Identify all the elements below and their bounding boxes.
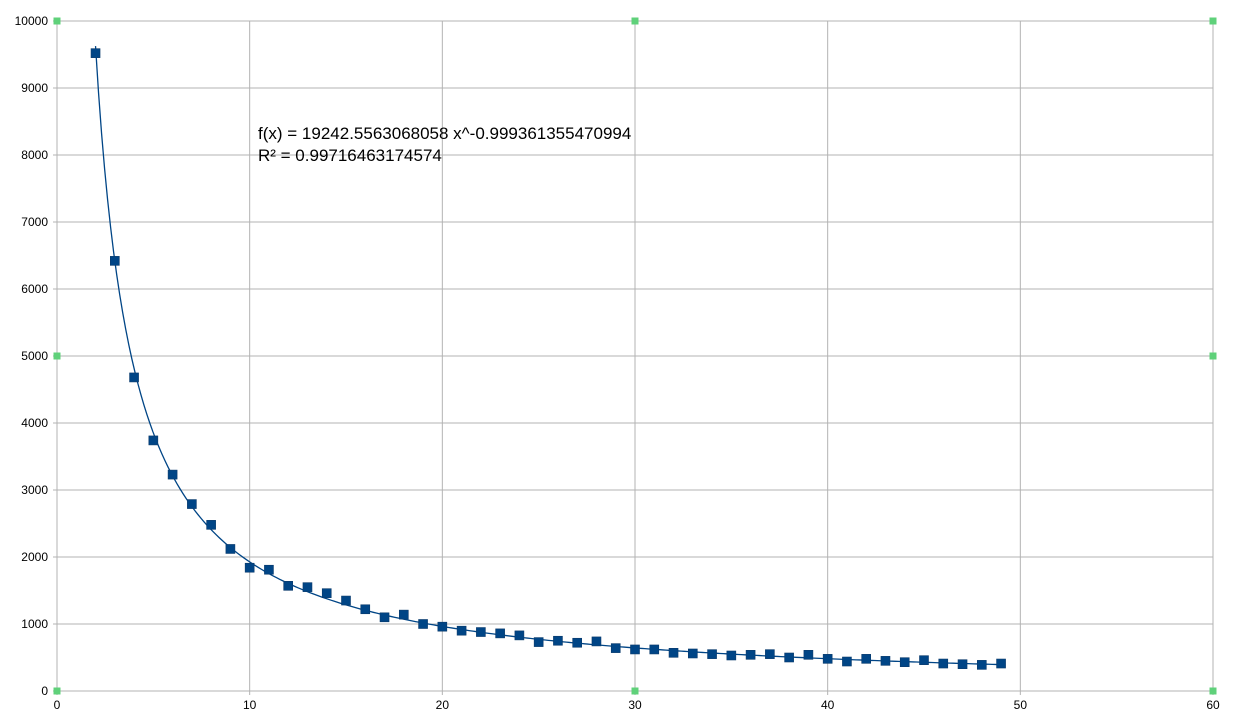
data-point — [129, 372, 139, 383]
selection-handle[interactable] — [1209, 352, 1217, 360]
selection-handle[interactable] — [631, 17, 639, 25]
y-tick-label: 7000 — [21, 215, 48, 229]
trendline-equation: f(x) = 19242.5563068058 x^-0.99936135547… — [258, 124, 631, 143]
data-point — [495, 628, 505, 639]
y-tick-label: 0 — [41, 684, 48, 698]
data-point — [341, 595, 351, 606]
x-tick-label: 50 — [1014, 698, 1028, 712]
data-point — [360, 604, 371, 615]
data-points — [90, 48, 1006, 670]
data-point — [668, 648, 679, 658]
y-tick-label: 6000 — [21, 282, 48, 296]
data-point — [302, 582, 313, 592]
data-point — [148, 435, 159, 446]
y-tick-label: 9000 — [21, 81, 48, 95]
x-tick-label: 40 — [821, 698, 835, 712]
y-tick-label: 8000 — [21, 148, 48, 162]
data-point — [649, 644, 660, 655]
data-point — [957, 659, 968, 670]
x-tick-label: 60 — [1206, 698, 1220, 712]
data-point — [418, 619, 428, 629]
x-tick-label: 0 — [54, 698, 61, 712]
data-point — [996, 658, 1006, 669]
data-point — [899, 657, 910, 667]
data-point — [687, 648, 698, 659]
x-tick-label: 20 — [436, 698, 450, 712]
y-tick-labels: 0 1000 2000 3000 4000 5000 6000 7000 8000 9000 100… — [15, 14, 49, 698]
data-point — [803, 650, 814, 660]
data-point — [533, 637, 544, 647]
y-tick-label: 1000 — [21, 617, 48, 631]
x-tick-labels: 0 10 20 30 40 50 60 — [54, 698, 1220, 712]
data-point — [476, 627, 486, 637]
data-point — [976, 660, 987, 670]
data-point — [610, 643, 621, 653]
data-point — [630, 644, 640, 655]
data-point — [919, 655, 929, 665]
selection-handle[interactable] — [631, 687, 639, 695]
data-point — [437, 621, 448, 632]
data-point — [745, 650, 756, 660]
data-point — [861, 654, 872, 664]
selection-handle[interactable] — [1209, 17, 1217, 25]
data-point — [206, 520, 216, 530]
selection-handle[interactable] — [53, 687, 61, 695]
data-point — [842, 656, 852, 667]
data-point — [167, 469, 178, 480]
data-point — [264, 564, 274, 575]
selection-handles[interactable] — [53, 17, 1217, 695]
data-point — [880, 656, 891, 666]
data-point — [784, 652, 794, 663]
data-point — [726, 650, 737, 661]
data-point — [822, 654, 833, 664]
data-point — [707, 649, 717, 659]
data-point — [572, 637, 583, 648]
data-point — [225, 544, 236, 554]
data-point — [398, 609, 409, 620]
data-point — [321, 588, 332, 598]
data-point — [283, 581, 294, 591]
data-point — [244, 562, 255, 573]
data-point — [514, 630, 525, 641]
selection-handle[interactable] — [53, 352, 61, 360]
grid-lines — [57, 20, 1214, 691]
data-point — [553, 635, 563, 646]
trendline-r-squared: R² = 0.99716463174574 — [258, 146, 442, 165]
data-point — [591, 636, 602, 647]
selection-handle[interactable] — [1209, 687, 1217, 695]
x-tick-label: 10 — [243, 698, 257, 712]
axes — [53, 20, 1214, 695]
data-point — [456, 625, 467, 636]
x-tick-label: 30 — [628, 698, 642, 712]
data-point — [110, 256, 120, 266]
data-point — [938, 658, 949, 669]
y-tick-label: 10000 — [15, 14, 49, 28]
data-point — [379, 612, 390, 623]
data-point — [90, 48, 101, 58]
selection-handle[interactable] — [53, 17, 61, 25]
y-tick-label: 5000 — [21, 349, 48, 363]
y-tick-label: 4000 — [21, 416, 48, 430]
y-tick-label: 3000 — [21, 483, 48, 497]
data-point — [187, 499, 197, 509]
data-point — [765, 649, 775, 659]
y-tick-label: 2000 — [21, 550, 48, 564]
